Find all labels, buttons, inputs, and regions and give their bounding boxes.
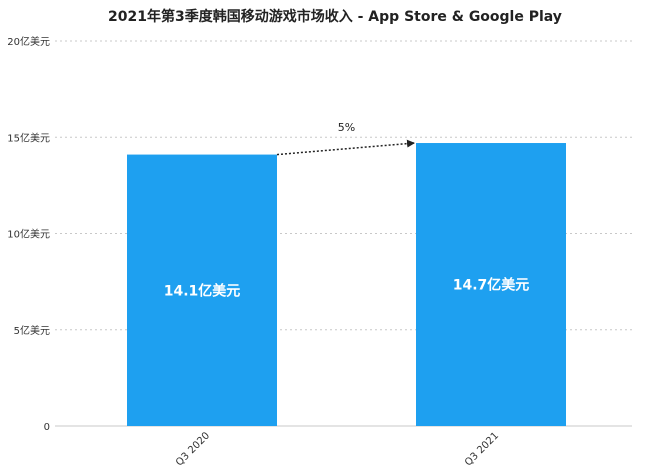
x-axis-ticks: Q3 2020 Q3 2021 — [174, 430, 501, 468]
y-tick-label: 0 — [44, 422, 50, 433]
growth-label: 5% — [338, 121, 355, 134]
y-tick-label: 20亿美元 — [7, 35, 50, 48]
y-axis-ticks: 0 5亿美元 10亿美元 15亿美元 20亿美元 — [7, 35, 50, 433]
growth-arrow — [276, 139, 415, 156]
bar-value-label: 14.7亿美元 — [453, 277, 530, 294]
x-tick-label: Q3 2020 — [174, 430, 212, 468]
x-tick-label: Q3 2021 — [463, 430, 501, 468]
bar — [416, 143, 566, 426]
growth-annotation: 5% — [276, 121, 415, 156]
y-tick-label: 10亿美元 — [7, 228, 50, 241]
bar — [127, 154, 277, 426]
bars: 14.1亿美元 14.7亿美元 — [127, 143, 566, 426]
y-tick-label: 5亿美元 — [14, 324, 50, 337]
y-tick-label: 15亿美元 — [7, 131, 50, 144]
bar-value-label: 14.1亿美元 — [164, 282, 241, 299]
chart-title: 2021年第3季度韩国移动游戏市场收入 - App Store & Google… — [108, 9, 562, 25]
